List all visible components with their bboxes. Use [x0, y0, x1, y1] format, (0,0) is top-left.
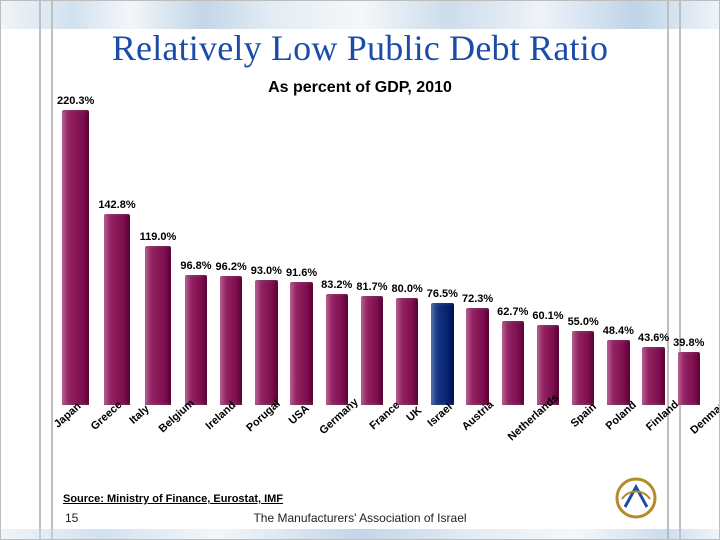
bar-highlight — [431, 303, 453, 405]
bar-value-label: 142.8% — [98, 199, 135, 211]
bar — [678, 352, 700, 405]
bar-value-label: 76.5% — [427, 288, 458, 300]
bar-value-label: 91.6% — [286, 267, 317, 279]
bar-column: 142.8% — [98, 199, 135, 405]
debt-chart: 220.3% 142.8% 119.0% 96.8% 96.2% 93.0% 91.6% 83… — [57, 79, 663, 449]
bar-value-label: 48.4% — [603, 325, 634, 337]
bar — [607, 340, 629, 405]
bar-column: 76.5% — [427, 288, 458, 405]
bar-value-label: 83.2% — [321, 279, 352, 291]
bar-column: 48.4% — [603, 325, 634, 405]
bar-value-label: 96.2% — [216, 261, 247, 273]
bar — [642, 347, 664, 405]
bar-value-label: 43.6% — [638, 332, 669, 344]
bar — [185, 275, 207, 405]
bar-column: 62.7% — [497, 306, 528, 405]
bottom-accent — [1, 529, 720, 539]
bar-column: 96.2% — [216, 261, 247, 405]
bar-column: 43.6% — [638, 332, 669, 405]
bar-value-label: 62.7% — [497, 306, 528, 318]
bar — [361, 296, 383, 405]
bar — [255, 280, 277, 405]
bar-column: 96.8% — [180, 260, 211, 405]
bar — [104, 214, 131, 405]
bar-value-label: 119.0% — [140, 231, 177, 243]
bar-value-label: 55.0% — [568, 316, 599, 328]
category-label: Denmark — [689, 396, 720, 465]
bar-column: 91.6% — [286, 267, 317, 405]
bar-column: 81.7% — [356, 281, 387, 405]
bar — [326, 294, 348, 405]
footer-org: The Manufacturers' Association of Israel — [1, 511, 719, 525]
source-text: Source: Ministry of Finance, Eurostat, I… — [63, 493, 283, 505]
bar — [502, 321, 524, 405]
bar — [396, 298, 418, 405]
bar-column: 60.1% — [532, 310, 563, 405]
bar-value-label: 93.0% — [251, 265, 282, 277]
category-row: JapanGreeceItalyBelgiumIrelandPorugalUSA… — [57, 405, 663, 455]
bar-value-label: 81.7% — [356, 281, 387, 293]
bar — [572, 331, 594, 405]
bar — [62, 110, 89, 405]
top-accent — [1, 1, 720, 29]
bar — [290, 282, 312, 405]
org-logo-icon — [615, 477, 657, 519]
bar-column: 55.0% — [568, 316, 599, 405]
bar — [220, 276, 242, 405]
page-title: Relatively Low Public Debt Ratio — [61, 27, 659, 69]
bar-column: 119.0% — [140, 231, 177, 405]
bar-value-label: 39.8% — [673, 337, 704, 349]
bar-value-label: 80.0% — [392, 283, 423, 295]
bar-value-label: 220.3% — [57, 95, 94, 107]
bar-value-label: 60.1% — [532, 310, 563, 322]
bar — [537, 325, 559, 405]
bar-column: 39.8% — [673, 337, 704, 405]
bar-column: 80.0% — [392, 283, 423, 405]
bar-group: 220.3% 142.8% 119.0% 96.8% 96.2% 93.0% 91.6% 83… — [57, 79, 663, 405]
bar-value-label: 72.3% — [462, 293, 493, 305]
bar-value-label: 96.8% — [180, 260, 211, 272]
bar-column: 72.3% — [462, 293, 493, 405]
bar — [145, 246, 171, 405]
bar-column: 220.3% — [57, 95, 94, 405]
bar-column: 93.0% — [251, 265, 282, 405]
slide: Relatively Low Public Debt Ratio As perc… — [0, 0, 720, 540]
bar-column: 83.2% — [321, 279, 352, 405]
bar — [466, 308, 488, 405]
